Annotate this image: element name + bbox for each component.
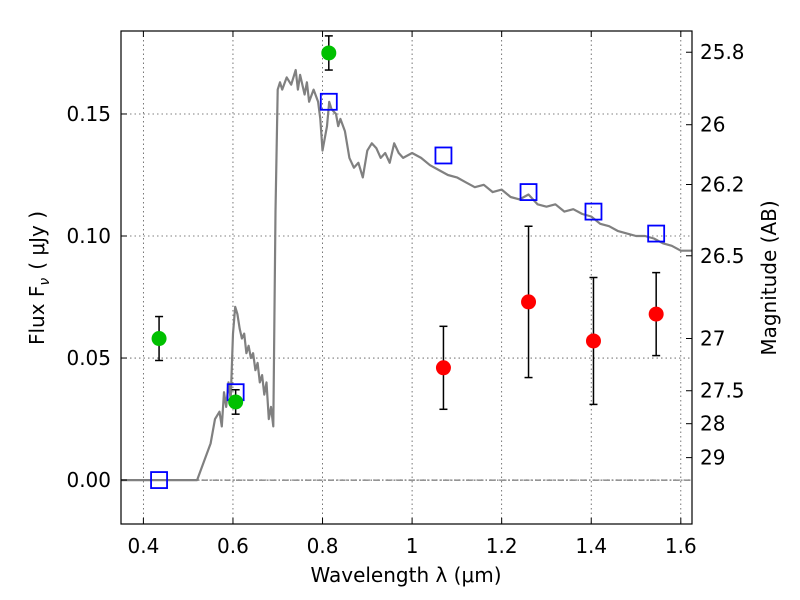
data-point — [321, 45, 337, 61]
y-tick-label: 0.05 — [66, 346, 111, 370]
y-axis-title-unit: ( μJy ) — [25, 211, 49, 270]
model-photometry-square — [519, 183, 538, 201]
y2-tick-label: 28 — [700, 412, 725, 436]
y2-tick-label: 26 — [700, 113, 725, 137]
x-axis-ticks: 0.4 0.6 0.8 1 1.2 1.4 1.6 — [127, 31, 697, 558]
y2-axis-title: Magnitude (AB) — [757, 200, 781, 355]
y-tick-label: 0.00 — [66, 468, 111, 492]
data-point — [648, 306, 664, 322]
plot-area — [121, 31, 692, 524]
data-point — [435, 360, 451, 376]
x-tick-label: 1 — [406, 534, 419, 558]
grid-lines — [121, 31, 692, 524]
x-tick-label: 1.2 — [486, 534, 518, 558]
data-series — [121, 35, 692, 489]
data-point — [228, 394, 244, 410]
model-photometry-square — [150, 471, 168, 489]
plot-frame — [120, 30, 693, 525]
y-axis-title: Flux Fν ( μJy ) — [25, 211, 53, 345]
y-tick-label: 0.15 — [66, 102, 111, 126]
model-photometry-square — [647, 224, 666, 243]
data-point — [585, 333, 601, 349]
data-point — [151, 331, 167, 347]
x-axis-title: Wavelength λ (μm) — [310, 563, 501, 587]
y-axis-title-sub: ν — [37, 278, 53, 286]
x-tick-label: 0.8 — [307, 534, 339, 558]
y2-tick-label: 25.8 — [700, 40, 745, 64]
y-axis-ticks: 0.00 0.05 0.10 0.15 — [66, 102, 127, 492]
data-point — [521, 294, 537, 310]
y2-tick-label: 29 — [700, 446, 725, 470]
y2-axis-ticks: 25.8 26 26.2 26.5 27 27.5 28 29 — [686, 40, 745, 470]
model-photometry-square — [584, 202, 603, 221]
x-tick-label: 0.6 — [217, 534, 249, 558]
x-tick-label: 1.6 — [665, 534, 697, 558]
y-tick-label: 0.10 — [66, 224, 111, 248]
x-tick-label: 1.4 — [575, 534, 607, 558]
y2-tick-label: 27 — [700, 327, 725, 351]
y2-tick-label: 27.5 — [700, 379, 745, 403]
spectrum-line — [121, 68, 692, 482]
x-tick-label: 0.4 — [127, 534, 159, 558]
y2-tick-label: 26.5 — [700, 244, 745, 268]
y-axis-title-main: Flux F — [25, 286, 49, 345]
y2-tick-label: 26.2 — [700, 173, 745, 197]
model-photometry-square — [319, 92, 338, 111]
model-photometry-square — [434, 146, 453, 165]
